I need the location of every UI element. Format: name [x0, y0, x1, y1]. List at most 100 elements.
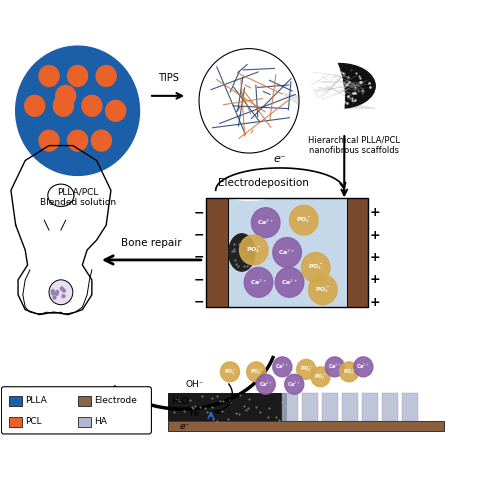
Polygon shape: [154, 104, 200, 118]
Polygon shape: [282, 136, 320, 175]
FancyBboxPatch shape: [402, 393, 418, 420]
Circle shape: [56, 86, 76, 106]
FancyBboxPatch shape: [78, 416, 91, 426]
Circle shape: [49, 280, 73, 304]
Polygon shape: [175, 30, 214, 68]
FancyBboxPatch shape: [206, 198, 228, 307]
Text: PO$_4^-$: PO$_4^-$: [250, 367, 262, 376]
Polygon shape: [282, 94, 375, 108]
Circle shape: [311, 367, 330, 386]
Text: PO$_4^-$: PO$_4^-$: [314, 372, 327, 382]
Polygon shape: [294, 58, 340, 84]
Polygon shape: [157, 114, 203, 138]
Polygon shape: [217, 150, 238, 198]
Polygon shape: [154, 85, 200, 99]
Text: OH⁻: OH⁻: [185, 380, 204, 389]
Text: +: +: [370, 228, 380, 241]
Polygon shape: [245, 2, 257, 49]
Polygon shape: [236, 152, 249, 200]
Circle shape: [308, 275, 337, 304]
Text: PO$_4^-$: PO$_4^-$: [300, 364, 313, 374]
Text: −: −: [194, 206, 204, 219]
Text: PO$_4^-$: PO$_4^-$: [224, 367, 237, 376]
Circle shape: [53, 296, 56, 299]
Circle shape: [96, 66, 116, 86]
Polygon shape: [299, 100, 344, 112]
Circle shape: [52, 292, 55, 295]
Polygon shape: [169, 38, 211, 72]
Polygon shape: [155, 109, 201, 128]
Polygon shape: [297, 68, 342, 90]
FancyBboxPatch shape: [228, 198, 347, 307]
FancyBboxPatch shape: [342, 393, 358, 420]
Polygon shape: [190, 142, 223, 186]
Circle shape: [16, 46, 139, 176]
Circle shape: [63, 289, 65, 292]
Polygon shape: [295, 116, 340, 142]
Polygon shape: [164, 46, 207, 78]
Polygon shape: [292, 49, 336, 80]
Circle shape: [51, 290, 54, 292]
Text: TIPS: TIPS: [158, 74, 179, 84]
Text: Ca$^{2+}$: Ca$^{2+}$: [328, 362, 342, 372]
Circle shape: [106, 100, 125, 121]
Ellipse shape: [304, 64, 375, 108]
Circle shape: [68, 130, 88, 151]
Polygon shape: [157, 64, 203, 88]
Polygon shape: [258, 150, 278, 198]
Text: Ca$^{2+}$: Ca$^{2+}$: [275, 362, 289, 372]
Polygon shape: [227, 152, 243, 200]
Text: Electrodeposition: Electrodeposition: [218, 178, 309, 188]
Polygon shape: [289, 40, 331, 74]
Circle shape: [62, 294, 65, 298]
FancyBboxPatch shape: [347, 198, 368, 307]
Circle shape: [91, 130, 112, 151]
Text: PLLA: PLLA: [25, 396, 47, 405]
FancyBboxPatch shape: [9, 416, 22, 426]
FancyBboxPatch shape: [9, 396, 22, 406]
Text: +: +: [370, 296, 380, 308]
Text: e⁻: e⁻: [180, 422, 190, 431]
Text: e⁻: e⁻: [274, 154, 286, 164]
Circle shape: [244, 268, 273, 297]
Circle shape: [340, 362, 359, 382]
Text: Electrode: Electrode: [94, 396, 137, 405]
Text: Ca$^{2+}$: Ca$^{2+}$: [356, 362, 370, 372]
Polygon shape: [285, 32, 325, 70]
FancyBboxPatch shape: [78, 396, 91, 406]
Polygon shape: [164, 125, 208, 157]
Polygon shape: [170, 130, 211, 166]
Polygon shape: [282, 25, 319, 66]
Polygon shape: [189, 16, 223, 60]
Polygon shape: [277, 18, 312, 62]
FancyBboxPatch shape: [302, 393, 318, 420]
Polygon shape: [182, 22, 218, 64]
Text: −: −: [194, 228, 204, 241]
Text: H₂O: H₂O: [171, 397, 189, 406]
Text: +: +: [370, 274, 380, 286]
Circle shape: [325, 357, 344, 377]
Polygon shape: [155, 74, 201, 93]
Circle shape: [25, 96, 45, 116]
Text: PLLA/PCL
Blended solution: PLLA/PCL Blended solution: [40, 188, 115, 207]
Polygon shape: [206, 8, 232, 54]
Text: +: +: [370, 251, 380, 264]
Polygon shape: [297, 111, 342, 132]
Text: Ca$^{2+}$: Ca$^{2+}$: [250, 278, 267, 287]
FancyBboxPatch shape: [322, 393, 338, 420]
Circle shape: [60, 287, 63, 290]
Circle shape: [247, 362, 266, 382]
Text: Hierarchical PLLA/PCL
nanofibrous scaffolds: Hierarchical PLLA/PCL nanofibrous scaffo…: [308, 136, 400, 155]
Polygon shape: [299, 89, 344, 101]
Text: −: −: [194, 274, 204, 286]
Polygon shape: [268, 8, 295, 55]
Circle shape: [39, 130, 59, 151]
FancyBboxPatch shape: [382, 393, 398, 420]
Polygon shape: [252, 2, 267, 50]
Circle shape: [53, 96, 73, 116]
Circle shape: [297, 360, 316, 380]
Circle shape: [68, 66, 88, 86]
Polygon shape: [160, 55, 205, 82]
Polygon shape: [182, 138, 219, 180]
Text: +: +: [370, 206, 380, 219]
